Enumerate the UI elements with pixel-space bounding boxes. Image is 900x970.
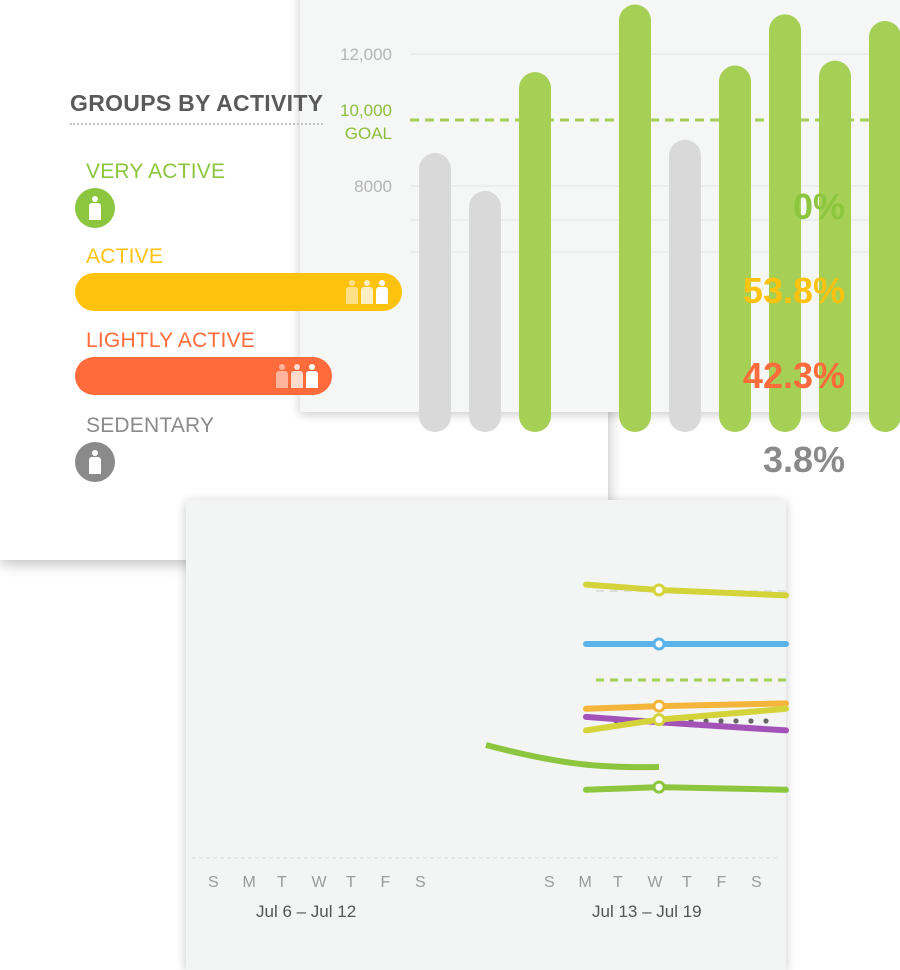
weekday-label: W bbox=[311, 874, 327, 891]
weekday-label: F bbox=[716, 874, 727, 891]
series-line-6-left bbox=[485, 742, 660, 771]
weekday-label: W bbox=[647, 874, 663, 891]
weekday-label: S bbox=[415, 874, 426, 891]
very-active-person-icon bbox=[75, 188, 115, 228]
weekday-label: T bbox=[613, 874, 623, 891]
trend-chart: S M T W T F S S M T W T F S Jul 6 – Jul 12 Jul 13 – J… bbox=[186, 500, 789, 970]
group-label-active: ACTIVE bbox=[86, 245, 164, 268]
weekday-label: M bbox=[578, 874, 592, 891]
y-tick-label-8000: 8000 bbox=[354, 177, 392, 196]
group-percent-lightly-active: 42.3% bbox=[742, 355, 845, 396]
weekday-label: F bbox=[380, 874, 391, 891]
lightly-active-bar bbox=[75, 357, 333, 395]
series-marker-6 bbox=[652, 780, 666, 794]
series-line-6 bbox=[583, 784, 789, 793]
bar-2 bbox=[469, 190, 501, 432]
weekday-label: S bbox=[751, 874, 762, 891]
average-dot bbox=[748, 718, 754, 724]
groups-title: GROUPS BY ACTIVITY bbox=[70, 90, 324, 125]
trend-svg bbox=[192, 581, 789, 859]
lightly-active-people-icon bbox=[276, 364, 319, 388]
average-dot bbox=[763, 718, 769, 724]
week-label-1: Jul 6 – Jul 12 bbox=[256, 902, 357, 921]
bar-5 bbox=[669, 139, 701, 433]
bar-8 bbox=[819, 60, 851, 432]
group-label-very-active: VERY ACTIVE bbox=[86, 160, 226, 183]
series-marker-1 bbox=[652, 583, 666, 597]
series-line-3 bbox=[583, 700, 789, 712]
bar-6 bbox=[719, 65, 751, 433]
active-bar bbox=[75, 273, 402, 311]
series-marker-2 bbox=[652, 637, 666, 651]
group-percent-very-active: 0% bbox=[792, 186, 845, 227]
goal-label: GOAL bbox=[345, 124, 392, 143]
group-label-sedentary: SEDENTARY bbox=[86, 414, 215, 437]
daily-steps-svg: 12,000 10,000 8000 GOAL bbox=[340, 4, 900, 433]
weekday-label: S bbox=[208, 874, 219, 891]
y-tick-label-10000: 10,000 bbox=[340, 101, 392, 120]
group-label-lightly-active: LIGHTLY ACTIVE bbox=[86, 329, 255, 352]
series-marker-5 bbox=[652, 713, 666, 727]
average-dot bbox=[733, 718, 739, 724]
bar-1 bbox=[419, 153, 451, 432]
weekday-label: T bbox=[682, 874, 692, 891]
bar-9 bbox=[869, 21, 900, 432]
group-percent-sedentary: 3.8% bbox=[762, 439, 845, 480]
average-dot bbox=[718, 718, 724, 724]
daily-steps-chart: 12,000 10,000 8000 GOAL bbox=[300, 0, 900, 433]
group-percent-active: 53.8% bbox=[742, 270, 845, 311]
weekday-label: S bbox=[544, 874, 555, 891]
sedentary-person-icon bbox=[75, 442, 115, 482]
week-label-2: Jul 13 – Jul 19 bbox=[592, 902, 702, 921]
y-tick-label-12000: 12,000 bbox=[340, 45, 392, 64]
bar-3 bbox=[519, 72, 551, 433]
weekday-label: T bbox=[277, 874, 287, 891]
series-marker-3 bbox=[652, 699, 666, 713]
bar-4 bbox=[619, 4, 651, 432]
active-people-icon bbox=[346, 280, 388, 304]
weekday-label: T bbox=[346, 874, 356, 891]
weekday-label: M bbox=[242, 874, 256, 891]
